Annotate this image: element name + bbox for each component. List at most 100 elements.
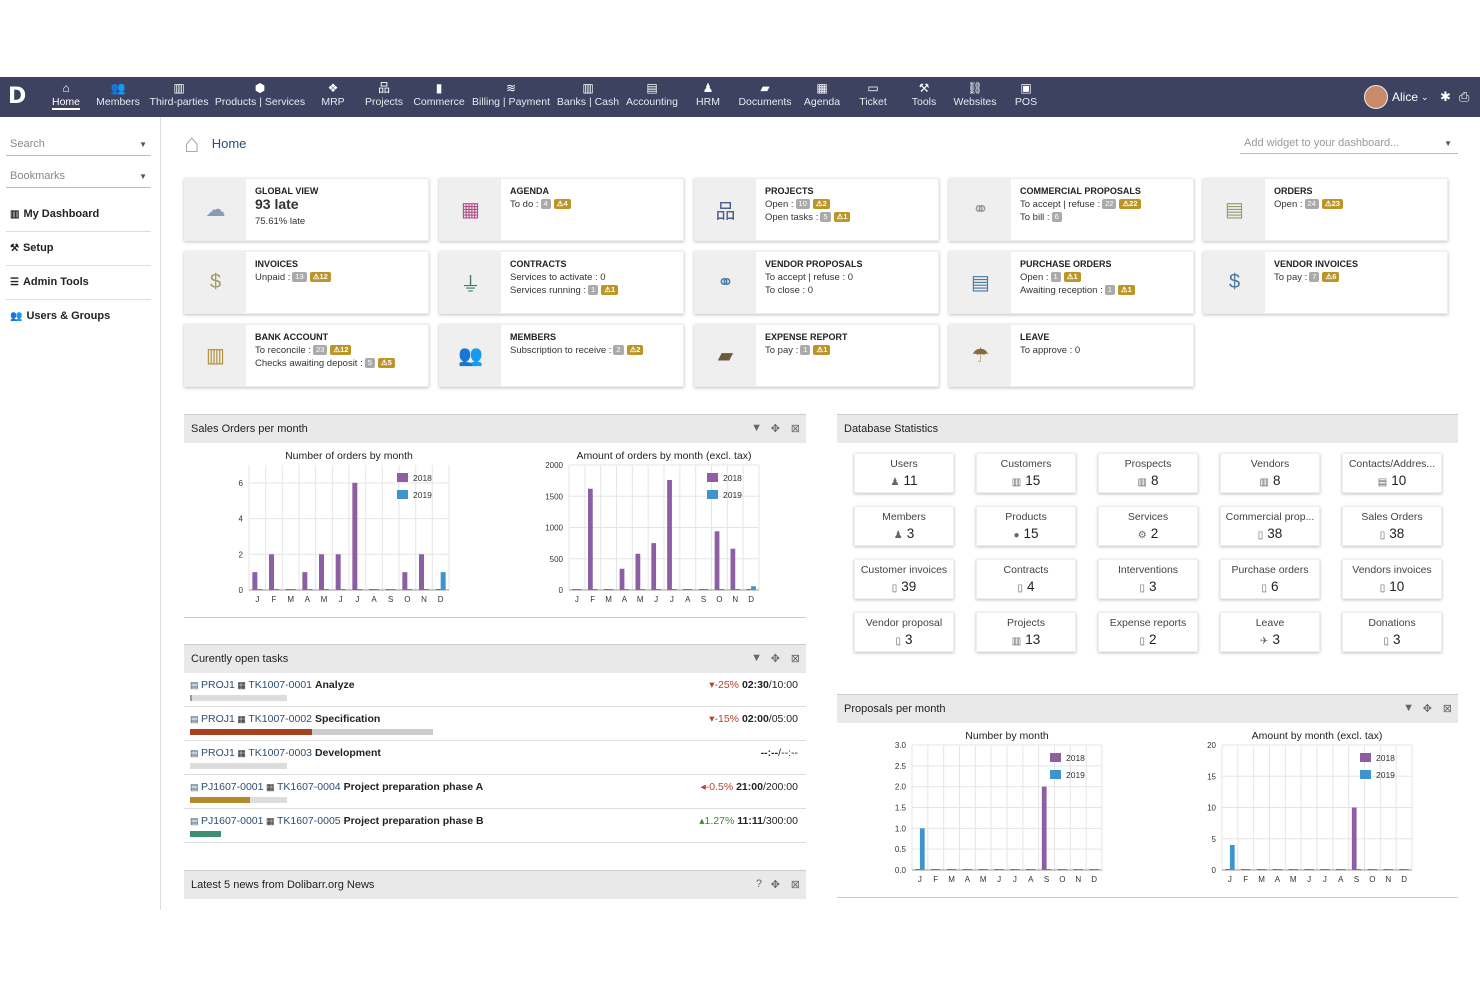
box-leave[interactable]: ☂ LEAVE To approve : 0 [949, 324, 1194, 387]
nav-third-parties[interactable]: ▥ Third-parties [129, 81, 229, 108]
box-agenda[interactable]: ▦ AGENDA To do :4 ⚠4 [439, 178, 684, 241]
box-line[interactable]: Open tasks :5 ⚠1 [765, 212, 851, 223]
box-members[interactable]: 👥 MEMBERS Subscription to receive :2 ⚠2 [439, 324, 684, 387]
box-line[interactable]: Open :10 ⚠2 [765, 199, 830, 210]
task-label[interactable]: ▤ PJ1607-0001 ▦ TK1607-0005 Project prep… [190, 815, 484, 827]
nav-members[interactable]: 👥 Members [68, 81, 168, 108]
stat-customer-invoices[interactable]: Customer invoices ▯ 39 [854, 559, 954, 599]
box-line[interactable]: To bill :6 [1020, 212, 1062, 223]
nav-pos[interactable]: ▣ POS [976, 81, 1076, 108]
box-line[interactable]: Open :24 ⚠23 [1274, 199, 1343, 210]
stat-contacts-addres[interactable]: Contacts/Addres... ▤ 10 [1342, 453, 1442, 493]
bookmarks-select[interactable]: Bookmarks ▼ [6, 166, 151, 188]
task-row[interactable]: ▤ PROJ1 ▦ TK1007-0002 Specification ▾-15%… [184, 707, 806, 741]
stat-expense-reports[interactable]: Expense reports ▯ 2 [1098, 612, 1198, 652]
stat-vendors[interactable]: Vendors ▥ 8 [1220, 453, 1320, 493]
task-row[interactable]: ▤ PJ1607-0001 ▦ TK1607-0004 Project prep… [184, 775, 806, 809]
stat-projects[interactable]: Projects ▥ 13 [976, 612, 1076, 652]
box-projects[interactable]: 品 PROJECTS Open :10 ⚠2 Open tasks :5 ⚠1 [694, 178, 939, 241]
move-icon[interactable]: ✥ [770, 653, 780, 665]
box-line[interactable]: Subscription to receive :2 ⚠2 [510, 345, 644, 356]
sidebar-item-admin-tools[interactable]: ☰ Admin Tools [6, 266, 151, 300]
project-ref[interactable]: PROJ1 [201, 747, 235, 759]
nav-tools[interactable]: ⚒ Tools [874, 81, 974, 108]
stat-vendors-invoices[interactable]: Vendors invoices ▯ 10 [1342, 559, 1442, 599]
box-purchase-orders[interactable]: ▤ PURCHASE ORDERS Open :1 ⚠1 Awaiting recept… [949, 251, 1194, 314]
task-label[interactable]: ▤ PROJ1 ▦ TK1007-0001 Analyze [190, 679, 355, 691]
print-icon[interactable]: ⎙ [1459, 89, 1470, 104]
nav-home[interactable]: ⌂ Home [16, 81, 116, 110]
nav-hrm[interactable]: ♟ HRM [658, 81, 758, 108]
filter-icon[interactable]: ▼ [751, 652, 762, 664]
nav-billing-payment[interactable]: ≋ Billing | Payment [461, 81, 561, 108]
close-icon[interactable]: ⊠ [1442, 703, 1452, 715]
box-invoices[interactable]: $ INVOICES Unpaid :13 ⚠12 [184, 251, 429, 314]
task-ref[interactable]: TK1607-0004 [277, 781, 341, 793]
stat-users[interactable]: Users ♟ 11 [854, 453, 954, 493]
nav-banks-cash[interactable]: ▥ Banks | Cash [538, 81, 638, 108]
nav-websites[interactable]: ⛓ Websites [925, 81, 1025, 108]
task-ref[interactable]: TK1007-0001 [248, 679, 313, 691]
nav-accounting[interactable]: ▤ Accounting [602, 81, 702, 108]
task-row[interactable]: ▤ PJ1607-0001 ▦ TK1607-0005 Project prep… [184, 809, 806, 843]
stat-products[interactable]: Products ● 15 [976, 506, 1076, 546]
stat-customers[interactable]: Customers ▥ 15 [976, 453, 1076, 493]
nav-ticket[interactable]: ▭ Ticket [823, 81, 923, 108]
stat-donations[interactable]: Donations ▯ 3 [1342, 612, 1442, 652]
page-title[interactable]: Home [211, 135, 247, 151]
filter-icon[interactable]: ▼ [751, 422, 762, 434]
project-ref[interactable]: PROJ1 [201, 713, 235, 725]
task-ref[interactable]: TK1007-0003 [248, 747, 313, 759]
box-line[interactable]: Open :1 ⚠1 [1020, 272, 1081, 283]
move-icon[interactable]: ✥ [1422, 703, 1432, 715]
box-line[interactable]: To reconcile :23 ⚠12 [255, 345, 352, 356]
task-row[interactable]: ▤ PROJ1 ▦ TK1007-0001 Analyze ▾-25% 02:30… [184, 673, 806, 707]
stat-sales-orders[interactable]: Sales Orders ▯ 38 [1342, 506, 1442, 546]
box-global-view[interactable]: ☁ GLOBAL VIEW 93 late 75.61% late [184, 178, 429, 241]
stat-members[interactable]: Members ♟ 3 [854, 506, 954, 546]
stat-contracts[interactable]: Contracts ▯ 4 [976, 559, 1076, 599]
box-line[interactable]: Checks awaiting deposit :5 ⚠5 [255, 358, 395, 369]
nav-mrp[interactable]: ❖ MRP [283, 81, 383, 108]
nav-products-services[interactable]: ⬢ Products | Services [210, 81, 310, 108]
box-line[interactable]: To pay :1 ⚠1 [765, 345, 831, 356]
dolibarr-logo[interactable]: D [8, 84, 27, 109]
project-ref[interactable]: PJ1607-0001 [201, 815, 264, 827]
close-icon[interactable]: ⊠ [790, 879, 800, 891]
box-line[interactable]: 93 late [255, 196, 299, 212]
sidebar-item-setup[interactable]: ⚒ Setup [6, 232, 151, 266]
stat-vendor-proposal[interactable]: Vendor proposal ▯ 3 [854, 612, 954, 652]
task-label[interactable]: ▤ PROJ1 ▦ TK1007-0003 Development [190, 747, 381, 759]
add-widget-select[interactable]: Add widget to your dashboard... ▼ [1240, 134, 1458, 154]
box-line[interactable]: 75.61% late [255, 216, 305, 227]
close-icon[interactable]: ⊠ [790, 653, 800, 665]
box-commercial-proposals[interactable]: ⚭ COMMERCIAL PROPOSALS To accept | refuse … [949, 178, 1194, 241]
stat-prospects[interactable]: Prospects ▥ 8 [1098, 453, 1198, 493]
sidebar-item-users-groups[interactable]: 👥 Users & Groups [6, 300, 151, 334]
box-vendor-invoices[interactable]: $ VENDOR INVOICES To pay :7 ⚠6 [1203, 251, 1448, 314]
box-line[interactable]: Services running :1 ⚠1 [510, 285, 619, 296]
nav-commerce[interactable]: ▮ Commerce [389, 81, 489, 108]
box-line[interactable]: Unpaid :13 ⚠12 [255, 272, 331, 283]
box-line[interactable]: To approve : 0 [1020, 345, 1080, 356]
task-ref[interactable]: TK1607-0005 [277, 815, 341, 827]
home-icon[interactable]: ⌂ [184, 127, 200, 158]
stat-services[interactable]: Services ⚙ 2 [1098, 506, 1198, 546]
box-contracts[interactable]: ⏚ CONTRACTS Services to activate : 0 Servic… [439, 251, 684, 314]
task-label[interactable]: ▤ PROJ1 ▦ TK1007-0002 Specification [190, 713, 380, 725]
nav-projects[interactable]: 品 Projects [334, 81, 434, 108]
box-line[interactable]: To accept | refuse : 0 [765, 272, 853, 283]
box-bank-account[interactable]: ▥ BANK ACCOUNT To reconcile :23 ⚠12 Checks a… [184, 324, 429, 387]
project-ref[interactable]: PJ1607-0001 [201, 781, 264, 793]
stat-purchase-orders[interactable]: Purchase orders ▯ 6 [1220, 559, 1320, 599]
sidebar-item-my-dashboard[interactable]: ▥ My Dashboard [6, 198, 151, 232]
nav-documents[interactable]: ▰ Documents [715, 81, 815, 108]
project-ref[interactable]: PROJ1 [201, 679, 235, 691]
help-icon[interactable]: ? [755, 878, 762, 890]
box-line[interactable]: To accept | refuse :22 ⚠22 [1020, 199, 1141, 210]
box-line[interactable]: To do :4 ⚠4 [510, 199, 571, 210]
filter-icon[interactable]: ▼ [1403, 702, 1414, 714]
stat-interventions[interactable]: Interventions ▯ 3 [1098, 559, 1198, 599]
search-select[interactable]: Search ▼ [6, 134, 151, 156]
stat-leave[interactable]: Leave ✈ 3 [1220, 612, 1320, 652]
